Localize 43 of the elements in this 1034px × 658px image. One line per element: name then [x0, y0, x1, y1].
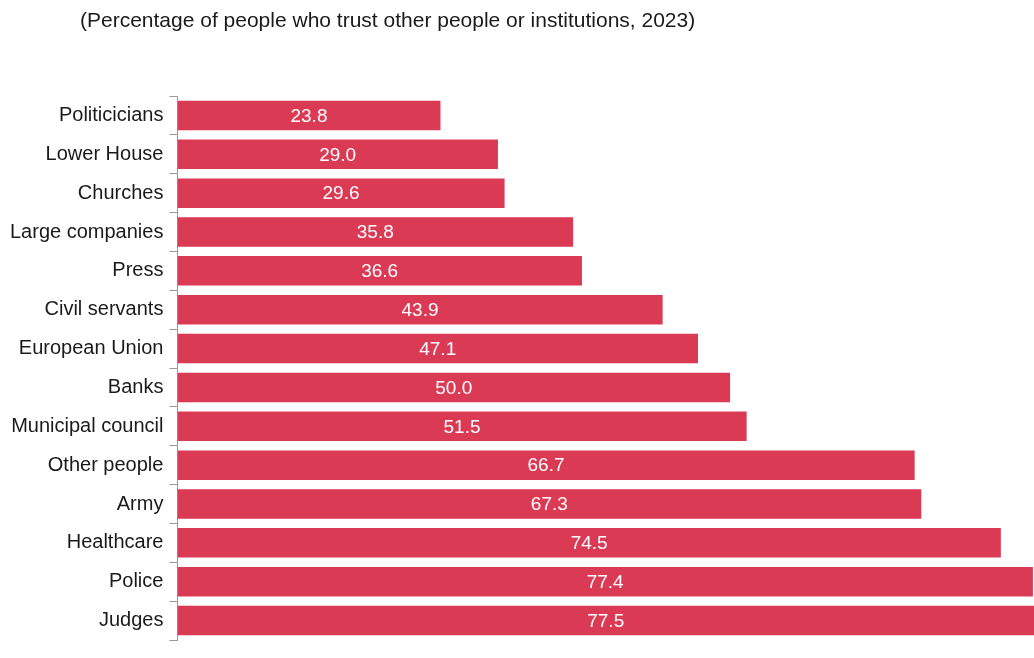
bar — [177, 100, 441, 131]
data-label: 43.9 — [401, 298, 439, 320]
data-label: 29.0 — [319, 143, 357, 165]
bar — [177, 489, 922, 519]
y-tick-label: Other people — [47, 452, 164, 475]
bar — [177, 294, 663, 325]
y-tick-label: Judges — [98, 608, 164, 631]
data-label: 47.1 — [419, 337, 457, 359]
bar — [177, 178, 505, 208]
chart-title: (Percentage of people who trust other people or institutions, 2023) — [79, 7, 697, 33]
y-tick-label: Banks — [107, 374, 164, 397]
y-tick-label: Army — [116, 491, 164, 514]
bar — [177, 372, 731, 403]
data-label: 74.5 — [570, 532, 608, 554]
data-label: 67.3 — [530, 493, 568, 515]
bar — [177, 528, 1001, 558]
bar — [177, 333, 698, 364]
y-tick-label: Large companies — [9, 219, 164, 242]
data-label: 23.8 — [290, 104, 328, 126]
data-label: 77.4 — [586, 570, 625, 592]
y-tick-label: Civil servants — [44, 297, 164, 320]
bar — [177, 450, 915, 480]
data-label: 36.6 — [361, 260, 399, 282]
data-label: 51.5 — [443, 415, 481, 437]
bar — [177, 217, 574, 247]
bar — [177, 566, 1033, 597]
bar — [177, 139, 498, 170]
y-tick-label: Healthcare — [66, 530, 164, 553]
data-label: 77.5 — [587, 609, 625, 631]
y-tick-label: Politicicians — [58, 102, 164, 125]
data-label: 50.0 — [435, 376, 473, 398]
y-tick-label: Lower House — [45, 141, 164, 164]
bar — [177, 411, 747, 442]
data-label: 35.8 — [356, 221, 394, 243]
bar — [177, 605, 1034, 636]
y-tick-label: Press — [112, 258, 164, 281]
data-label: 66.7 — [527, 454, 565, 476]
y-tick-label: Churches — [77, 180, 164, 203]
y-tick-label: Police — [108, 569, 164, 592]
y-tick-label: Municipal council — [11, 413, 164, 436]
y-tick-label: European Union — [18, 336, 164, 359]
bar — [177, 256, 582, 286]
data-label: 29.6 — [322, 182, 360, 204]
